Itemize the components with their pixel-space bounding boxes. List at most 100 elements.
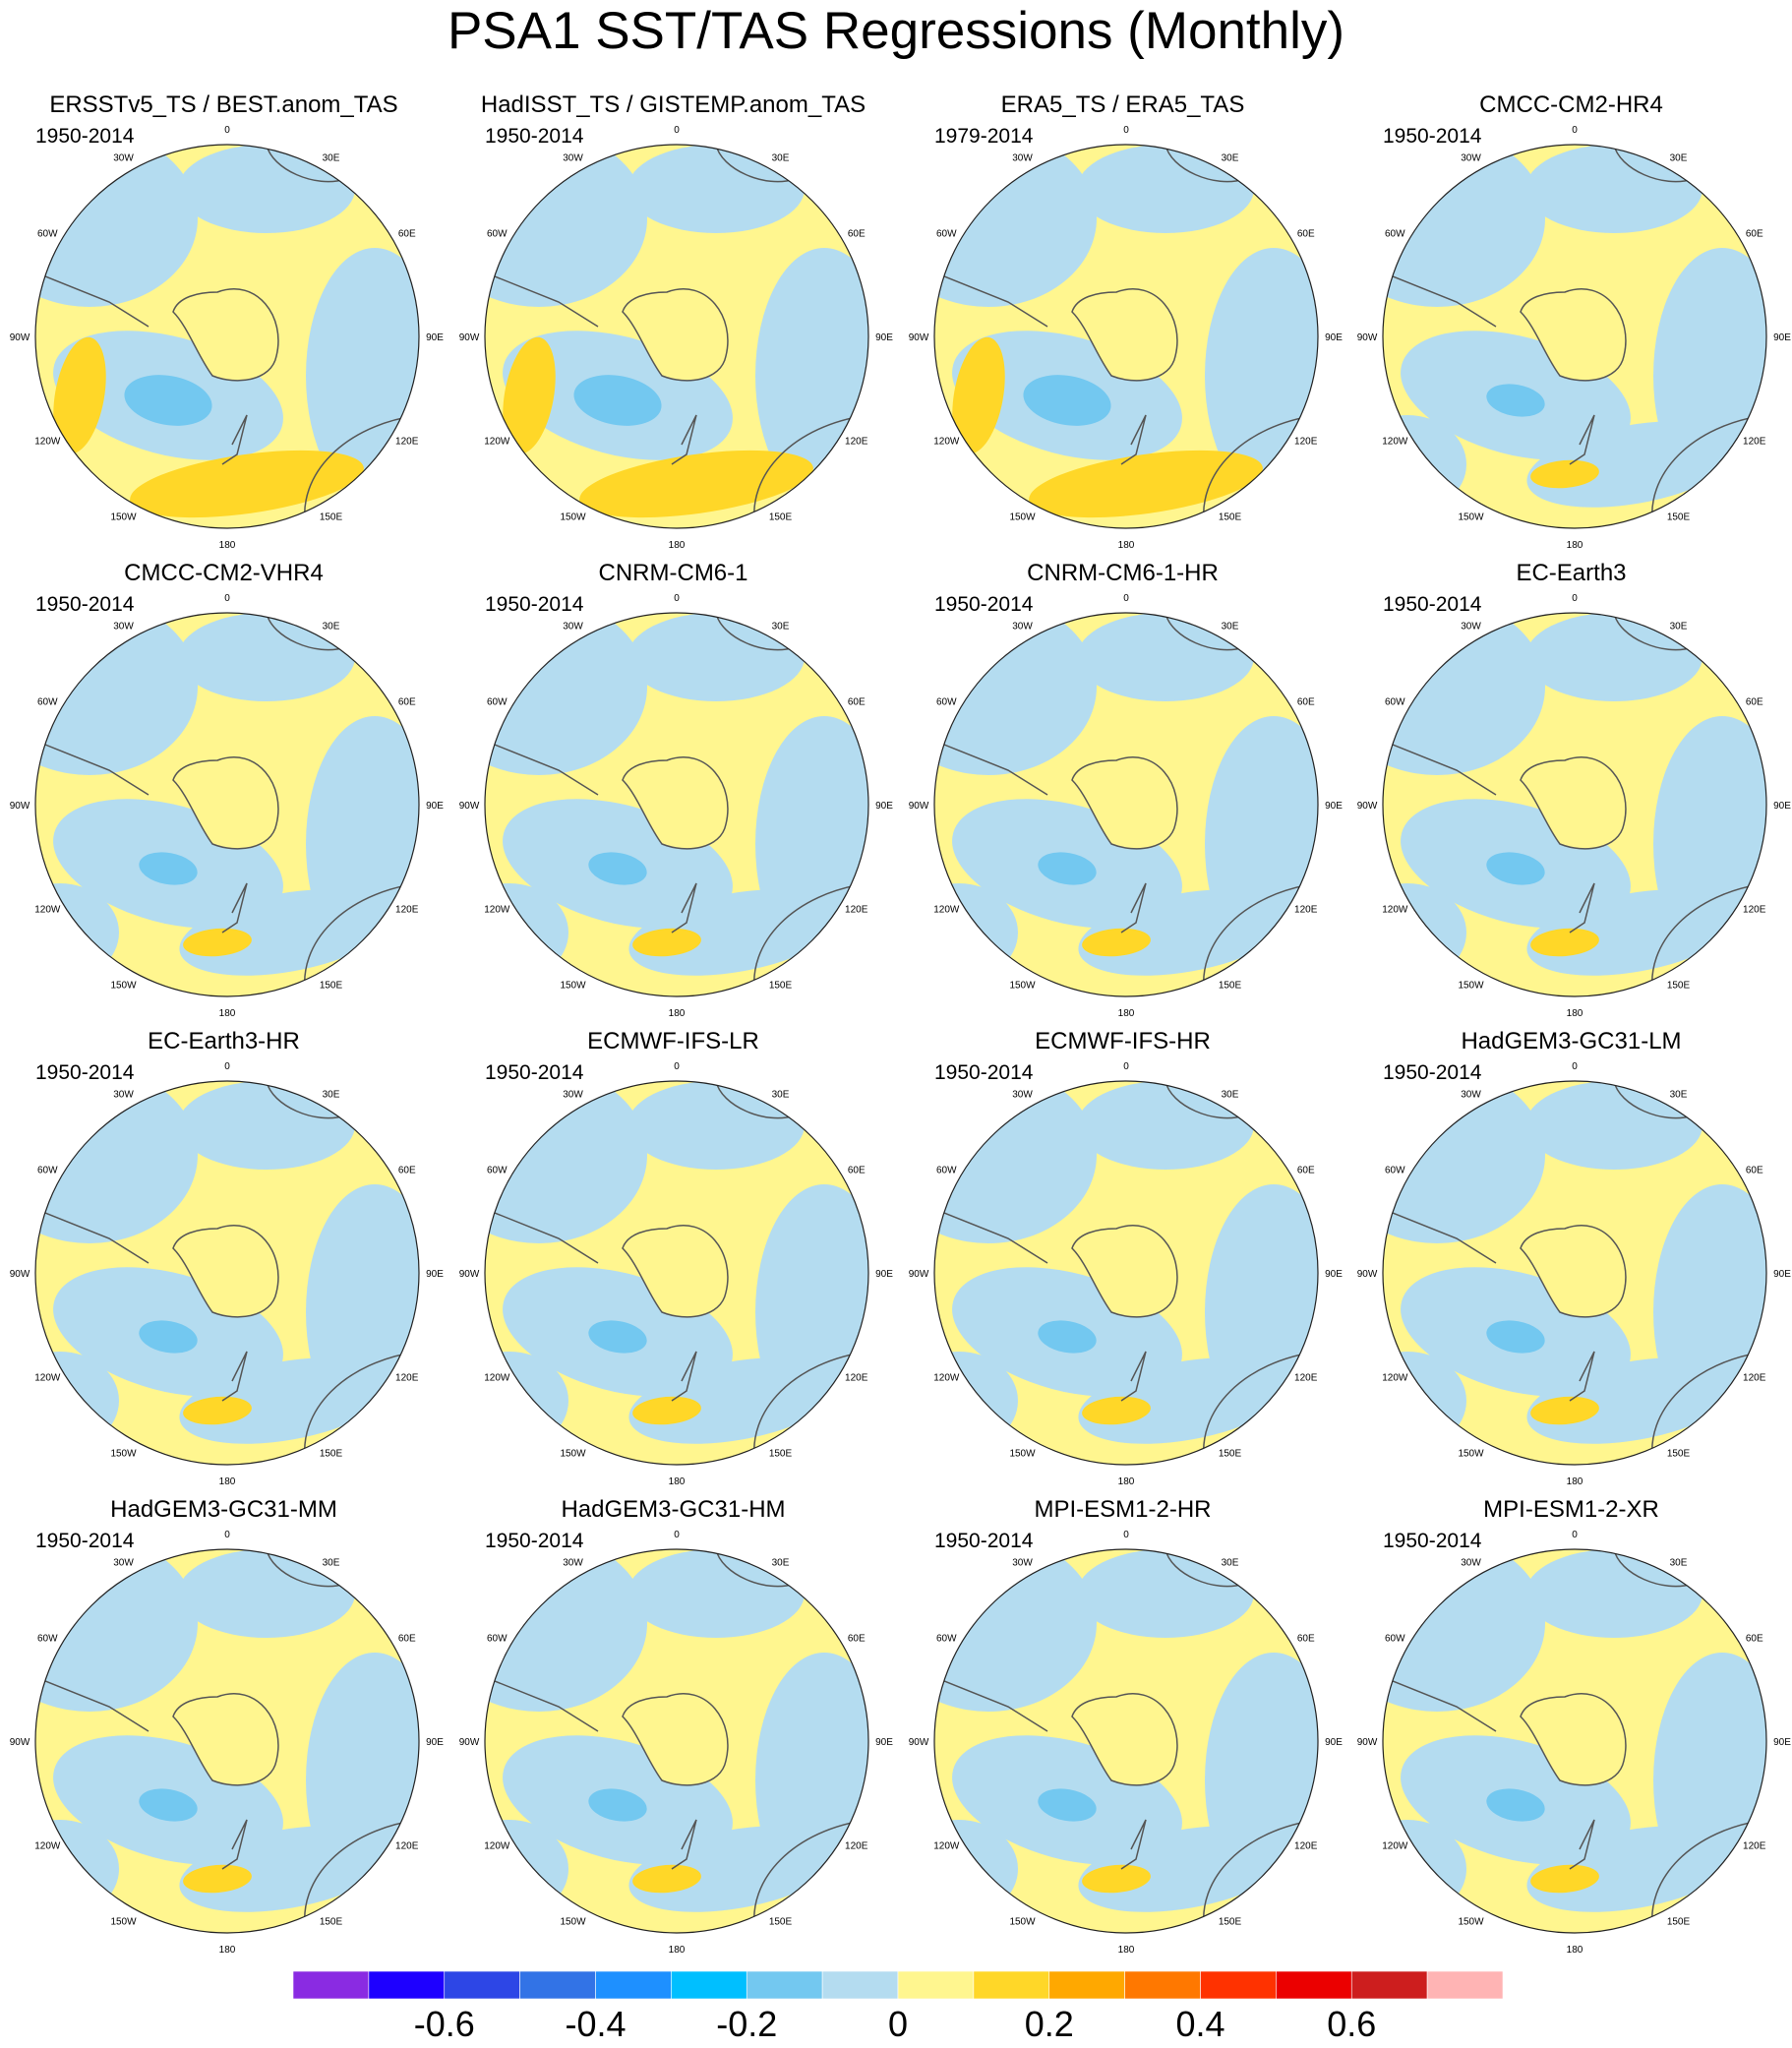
map-panel: 0 30E 60E 90E 120E 150E 180 150W 120W 90W 60W 30W Ha… [449, 90, 897, 558]
map-panel: 0 30E 60E 90E 120E 150E 180 150W 120W 90W 60W 30W EC… [449, 1027, 897, 1494]
lon-label: 150W [1009, 1449, 1036, 1460]
panel-period: 1950-2014 [485, 125, 584, 148]
lon-label: 90W [10, 1737, 30, 1748]
map-panel: 0 30E 60E 90E 120E 150E 180 150W 120W 90W 60W 30W EC… [0, 1027, 448, 1494]
lon-label: 90E [426, 801, 444, 812]
lon-label: 120W [484, 437, 510, 448]
lon-label: 90W [1357, 1269, 1378, 1280]
panel-title: MPI-ESM1-2-HR [1034, 1496, 1212, 1523]
lon-label: 0 [674, 125, 680, 136]
lon-label: 60W [1385, 1634, 1405, 1645]
lon-label: 180 [669, 1008, 686, 1019]
lon-label: 180 [1118, 540, 1135, 551]
lon-label: 60E [848, 1634, 866, 1645]
panel-period: 1950-2014 [35, 593, 135, 616]
lon-label: 60E [848, 229, 866, 240]
lon-label: 150W [1458, 1917, 1484, 1928]
colorbar-tick-label: -0.6 [413, 2004, 475, 2044]
lon-label: 180 [1567, 1008, 1583, 1019]
lon-label: 150W [560, 981, 586, 992]
lon-label: 180 [669, 540, 686, 551]
lon-label: 60W [487, 1166, 508, 1176]
lon-label: 120E [845, 1841, 868, 1852]
panel-title: HadGEM3-GC31-MM [110, 1496, 337, 1523]
lon-label: 60W [1385, 1166, 1405, 1176]
panel-period: 1950-2014 [934, 1061, 1034, 1084]
lon-label: 60E [398, 1634, 416, 1645]
lon-label: 60W [1385, 229, 1405, 240]
polar-map: 0 30E 60E 90E 120E 150E 180 150W 120W 90W 60W 30W [459, 125, 894, 551]
lon-label: 0 [1123, 593, 1129, 604]
lon-label: 120E [1294, 437, 1318, 448]
panel-title: ERA5_TS / ERA5_TAS [1000, 91, 1245, 118]
lon-label: 30E [1222, 1557, 1239, 1568]
lon-label: 90E [426, 1269, 444, 1280]
lon-label: 90W [1357, 332, 1378, 343]
lon-label: 150E [1219, 1449, 1242, 1460]
map-panel: 0 30E 60E 90E 120E 150E 180 150W 120W 90W 60W 30W Ha… [449, 1495, 897, 1962]
lon-label: 30W [113, 1089, 134, 1100]
lon-label: 150W [110, 1917, 137, 1928]
lon-label: 150E [1667, 981, 1691, 992]
map-panel: 0 30E 60E 90E 120E 150E 180 150W 120W 90W 60W 30W ER… [899, 90, 1346, 558]
colorbar-tick-label: -0.2 [716, 2004, 778, 2044]
colorbar-swatch [1350, 1971, 1428, 1999]
panel-title: EC-Earth3 [1516, 560, 1627, 586]
lon-label: 0 [1572, 1530, 1578, 1540]
polar-map: 0 30E 60E 90E 120E 150E 180 150W 120W 90W 60W 30W [10, 1061, 445, 1487]
lon-label: 120E [1294, 1841, 1318, 1852]
lon-label: 30W [563, 1557, 583, 1568]
lon-label: 0 [674, 1061, 680, 1072]
panel-period: 1950-2014 [35, 1061, 135, 1084]
lon-label: 120E [845, 905, 868, 916]
lon-label: 30W [1461, 1557, 1481, 1568]
polar-map: 0 30E 60E 90E 120E 150E 180 150W 120W 90W 60W 30W [909, 593, 1344, 1019]
lon-label: 150E [769, 981, 793, 992]
lon-label: 90E [426, 332, 444, 343]
lon-label: 180 [1567, 1945, 1583, 1956]
lon-label: 30E [323, 152, 340, 163]
lon-label: 90W [1357, 1737, 1378, 1748]
lon-label: 30W [563, 1089, 583, 1100]
lon-label: 0 [224, 125, 230, 136]
lon-label: 60E [1297, 1634, 1315, 1645]
lon-label: 60E [848, 1166, 866, 1176]
lon-label: 150E [320, 1449, 343, 1460]
panel-title: CNRM-CM6-1-HR [1027, 560, 1219, 586]
panel-period: 1950-2014 [485, 1530, 584, 1552]
colorbar-swatch [746, 1971, 823, 1999]
polar-map: 0 30E 60E 90E 120E 150E 180 150W 120W 90W 60W 30W [10, 1530, 445, 1956]
lon-label: 150W [1009, 981, 1036, 992]
lon-label: 30E [1222, 152, 1239, 163]
colorbar-swatch [821, 1971, 899, 1999]
lon-label: 30E [323, 1089, 340, 1100]
lon-label: 60E [1297, 697, 1315, 708]
lon-label: 120E [1743, 1841, 1766, 1852]
lon-label: 60W [936, 229, 957, 240]
lon-label: 120E [845, 437, 868, 448]
colorbar [293, 1971, 1503, 1999]
lon-label: 30W [1012, 152, 1033, 163]
panel-period: 1950-2014 [934, 1530, 1034, 1552]
panel-title: ECMWF-IFS-HR [1035, 1028, 1211, 1054]
lon-label: 120W [1382, 905, 1408, 916]
panel-title: EC-Earth3-HR [148, 1028, 300, 1054]
lon-label: 90E [1325, 332, 1343, 343]
lon-label: 120E [395, 905, 419, 916]
lon-label: 30E [323, 621, 340, 632]
lon-label: 60E [1297, 229, 1315, 240]
lon-label: 120E [1743, 1373, 1766, 1384]
colorbar-swatch [368, 1971, 446, 1999]
panel-period: 1950-2014 [485, 593, 584, 616]
lon-label: 30E [772, 152, 790, 163]
lon-label: 90E [875, 1269, 893, 1280]
map-panel: 0 30E 60E 90E 120E 150E 180 150W 120W 90W 60W 30W CN… [449, 559, 897, 1026]
lon-label: 120E [1294, 1373, 1318, 1384]
figure-title: PSA1 SST/TAS Regressions (Monthly) [447, 2, 1345, 60]
lon-label: 0 [1123, 125, 1129, 136]
lon-label: 180 [219, 1476, 236, 1487]
panel-title: CMCC-CM2-HR4 [1479, 91, 1663, 118]
lon-label: 180 [669, 1476, 686, 1487]
lon-label: 150E [1667, 512, 1691, 523]
lon-label: 60W [37, 229, 58, 240]
